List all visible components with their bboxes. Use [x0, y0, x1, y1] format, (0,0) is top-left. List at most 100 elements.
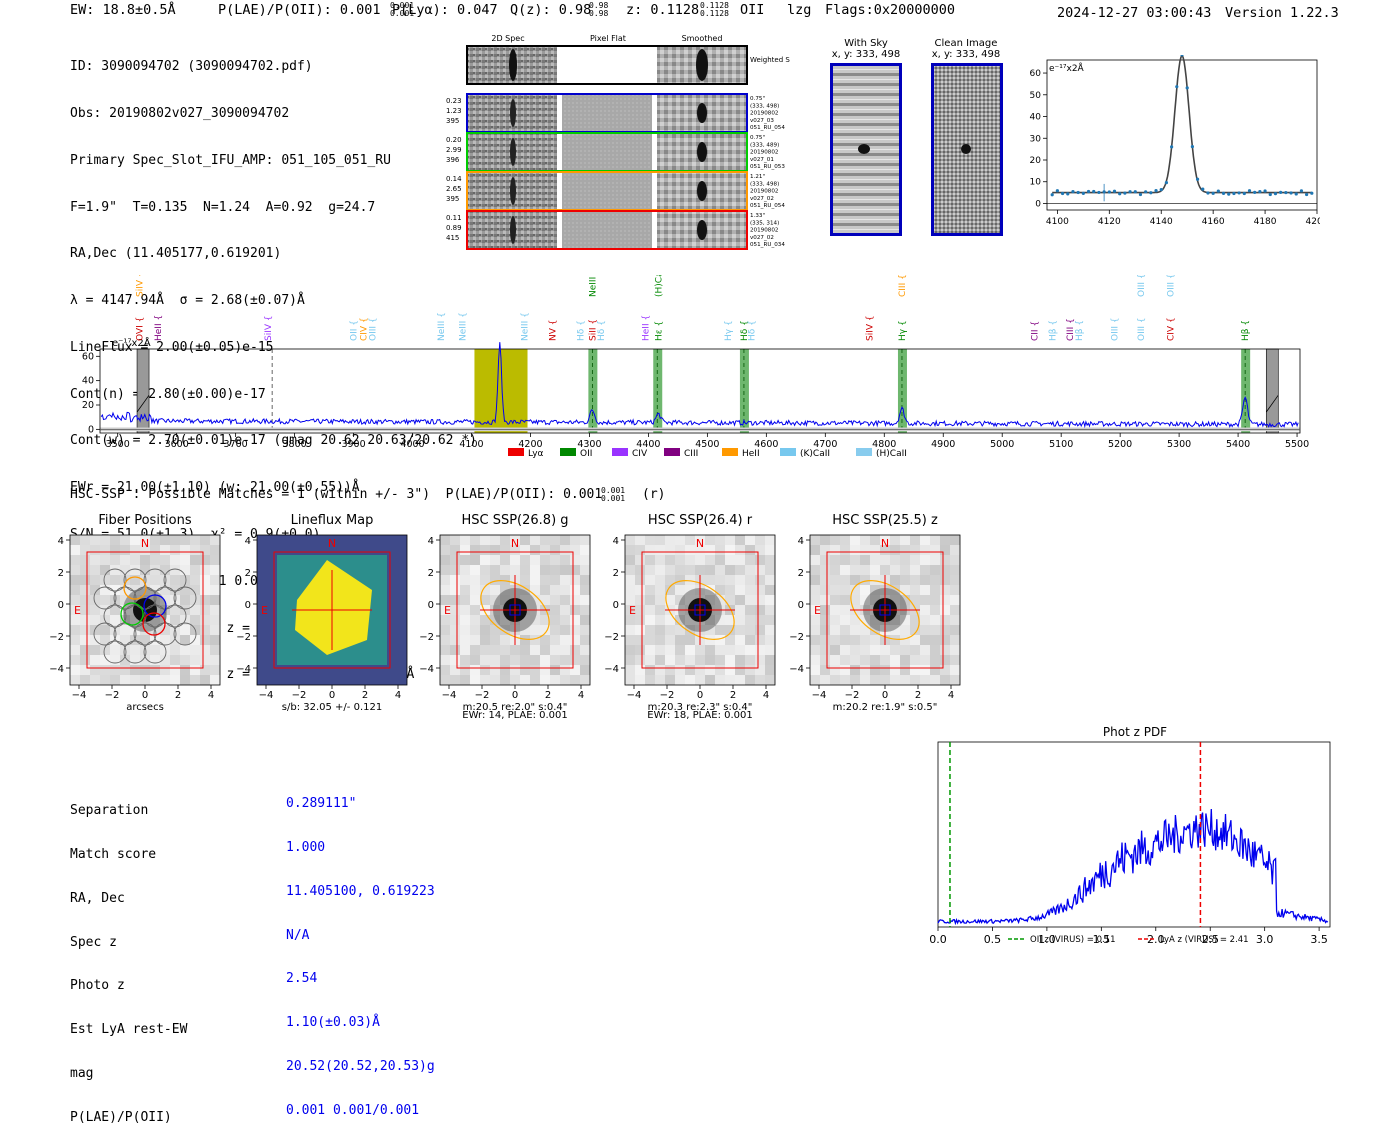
- hsc-pixel: [890, 625, 900, 635]
- hsc-pixel: [755, 595, 765, 605]
- cutout-pixelflat: [562, 133, 652, 171]
- hsc-pixel: [930, 655, 940, 665]
- hsc-pixel: [870, 535, 880, 545]
- hsc-pixel: [625, 675, 635, 685]
- hsc-pixel: [200, 655, 210, 665]
- hsc-pixel: [190, 585, 200, 595]
- hsc-pixel: [820, 615, 830, 625]
- hsc-panel-title: HSC SSP(26.4) r: [647, 513, 753, 528]
- info-line: EWr = 21.00(±1.10) (w: 21.00(±0.55))Å: [70, 480, 360, 496]
- fiber-circle: [163, 568, 187, 592]
- header-plae: P(LAE)/P(OII): 0.001: [218, 2, 381, 18]
- hsc-pixel: [130, 585, 140, 595]
- match-label: Est LyA rest-EW: [70, 1022, 188, 1038]
- cutout-right-label: v027_02: [750, 235, 774, 241]
- fit-data-point: [1310, 191, 1314, 195]
- fit-data-point: [1195, 177, 1200, 181]
- fit-data-point: [1284, 190, 1288, 195]
- hsc-pixel: [860, 625, 870, 635]
- hsc-pixel: [190, 575, 200, 585]
- spec-xtick-label: 5100: [1049, 439, 1073, 450]
- hsc-pixel: [500, 635, 510, 645]
- hsc-pixel: [820, 665, 830, 675]
- hsc-ytick-label: −2: [790, 632, 804, 643]
- hsc-pixel: [530, 635, 540, 645]
- spec-xtick-label: 5000: [990, 439, 1014, 450]
- hsc-pixel: [930, 625, 940, 635]
- hsc-pixel: [450, 605, 460, 615]
- hsc-pixel: [480, 535, 490, 545]
- hsc-pixel: [625, 625, 635, 635]
- hsc-pixel: [940, 595, 950, 605]
- hsc-pixel: [890, 635, 900, 645]
- hsc-pixel: [705, 565, 715, 575]
- hsc-pixel: [80, 585, 90, 595]
- hsc-pixel: [850, 655, 860, 665]
- fiber-circle: [143, 640, 167, 664]
- spec-line-label: NeIII {: [437, 312, 447, 341]
- hsc-pixel: [685, 575, 695, 585]
- hsc-pixel: [655, 655, 665, 665]
- hsc-pixel: [160, 665, 170, 675]
- hsc-pixel: [170, 615, 180, 625]
- hsc-pixel: [880, 645, 890, 655]
- hsc-pixel: [180, 565, 190, 575]
- hsc-pixel: [910, 675, 920, 685]
- east-label: E: [74, 604, 81, 617]
- hsc-pixel: [665, 585, 675, 595]
- hsc-pixel: [550, 575, 560, 585]
- hsc-pixel: [950, 595, 960, 605]
- fiber-circle: [123, 568, 147, 592]
- hsc-pixel: [890, 565, 900, 575]
- spec-line-label: NeIII {: [588, 275, 598, 297]
- hsc-caption2: EWr: 14, PLAE: 0.001: [462, 710, 568, 721]
- hsc-pixel: [520, 645, 530, 655]
- fit-xtick-label: 4160: [1202, 217, 1225, 227]
- cutout-right-label: 051_RU_054: [750, 203, 785, 209]
- spec-xtick-label: 4700: [813, 439, 837, 450]
- hsc-pixel: [850, 575, 860, 585]
- hsc-pixel: [80, 655, 90, 665]
- cutout-emission: [510, 99, 516, 127]
- hsc-pixel: [655, 615, 665, 625]
- fit-data-point: [1170, 145, 1174, 149]
- hsc-pixel: [490, 555, 500, 565]
- hsc-xtick-label: 4: [578, 690, 584, 701]
- hsc-pixel: [665, 625, 675, 635]
- hsc-pixel: [150, 585, 160, 595]
- hsc-pixel: [675, 625, 685, 635]
- hsc-title-tail: (r): [642, 487, 666, 502]
- hsc-pixel: [500, 565, 510, 575]
- hsc-pixel: [840, 565, 850, 575]
- hsc-pixel: [480, 625, 490, 635]
- hsc-pixel: [920, 575, 930, 585]
- fit-data-point: [1055, 189, 1059, 193]
- hsc-pixel: [940, 625, 950, 635]
- hsc-ellipse: [665, 580, 735, 640]
- hsc-ytick-label: −4: [420, 664, 434, 675]
- hsc-pixel: [645, 635, 655, 645]
- hsc-pixel: [80, 555, 90, 565]
- hsc-pixel: [460, 535, 470, 545]
- hsc-pixel: [890, 555, 900, 565]
- hsc-pixel: [715, 615, 725, 625]
- hsc-pixel: [890, 675, 900, 685]
- hsc-pixel: [530, 675, 540, 685]
- hsc-pixel: [735, 535, 745, 545]
- hsc-pixel: [460, 605, 470, 615]
- hsc-pixel: [570, 605, 580, 615]
- hsc-ytick-label: 0: [428, 600, 434, 611]
- hsc-pixel: [665, 595, 675, 605]
- hsc-pixel: [120, 655, 130, 665]
- hsc-pixel: [110, 565, 120, 575]
- hsc-pixel: [120, 575, 130, 585]
- fit-data-point: [1216, 189, 1220, 193]
- hsc-pixel: [685, 675, 695, 685]
- hsc-pixel: [520, 535, 530, 545]
- hsc-pixel: [685, 645, 695, 655]
- hsc-pixel: [70, 585, 80, 595]
- hsc-pixel: [90, 595, 100, 605]
- spec-line-label: Hγ {: [898, 320, 908, 341]
- hsc-pixel: [950, 545, 960, 555]
- hsc-pixel: [635, 625, 645, 635]
